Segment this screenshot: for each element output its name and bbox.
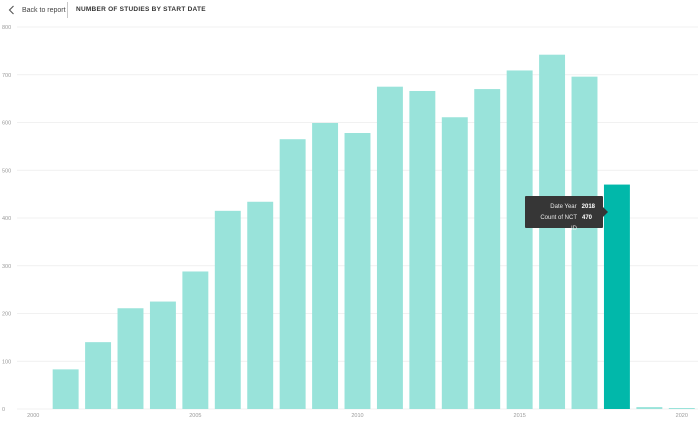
x-tick-label: 2005: [189, 413, 201, 419]
bar-2010[interactable]: [344, 133, 371, 409]
bar-2020[interactable]: [668, 408, 695, 409]
header-divider: [67, 2, 68, 18]
bar-2002[interactable]: [85, 342, 112, 409]
bar-2008[interactable]: [279, 139, 306, 409]
tooltip-row-count: Count of NCT ID 470: [533, 213, 595, 232]
visual-title: NUMBER OF STUDIES BY START DATE: [76, 6, 206, 13]
y-tick-label: 300: [2, 264, 11, 270]
tooltip: Date Year 2018 Count of NCT ID 470: [525, 196, 608, 232]
x-tick-label: 2010: [351, 413, 363, 419]
bar-2018[interactable]: [603, 184, 630, 409]
y-tick-label: 200: [2, 312, 11, 318]
bar-2005[interactable]: [182, 271, 209, 409]
bar-2015[interactable]: [506, 70, 533, 409]
x-tick-label: 2020: [676, 413, 688, 419]
tooltip-value: 2018: [581, 204, 595, 210]
tooltip-row-year: Date Year 2018: [533, 202, 595, 213]
bar-2019[interactable]: [636, 407, 663, 409]
bar-2003[interactable]: [117, 308, 144, 409]
y-tick-label: 800: [2, 25, 11, 31]
bar-2014[interactable]: [474, 89, 501, 409]
y-tick-label: 100: [2, 359, 11, 365]
bar-2001[interactable]: [52, 369, 79, 409]
bar-2011[interactable]: [376, 86, 403, 409]
tooltip-value: 470: [582, 215, 593, 221]
bar-2009[interactable]: [312, 122, 339, 409]
chevron-left-icon: [8, 5, 14, 15]
y-tick-label: 400: [2, 216, 11, 222]
tooltip-label: Date Year: [550, 204, 577, 210]
back-to-report-button[interactable]: Back to report: [6, 2, 66, 18]
tooltip-label: Count of NCT ID: [540, 215, 577, 232]
bar-2006[interactable]: [214, 210, 241, 409]
back-to-report-label: Back to report: [22, 6, 66, 14]
y-tick-label: 600: [2, 121, 11, 127]
bar-2016[interactable]: [539, 54, 566, 409]
y-tick-label: 700: [2, 73, 11, 79]
y-tick-label: 500: [2, 168, 11, 174]
y-tick-label: 0: [2, 407, 5, 413]
visual-header: Back to report NUMBER OF STUDIES BY STAR…: [0, 0, 698, 20]
x-tick-label: 2000: [27, 413, 39, 419]
bar-2004[interactable]: [149, 301, 176, 409]
x-tick-label: 2015: [514, 413, 526, 419]
bar-2007[interactable]: [247, 201, 274, 409]
bar-2013[interactable]: [441, 117, 468, 409]
bar-2012[interactable]: [409, 90, 436, 410]
bar-chart: 0 100 200 300 400 500 600 700 800 2000 2005 2010 201…: [2, 25, 698, 419]
bar-2017[interactable]: [571, 76, 598, 409]
